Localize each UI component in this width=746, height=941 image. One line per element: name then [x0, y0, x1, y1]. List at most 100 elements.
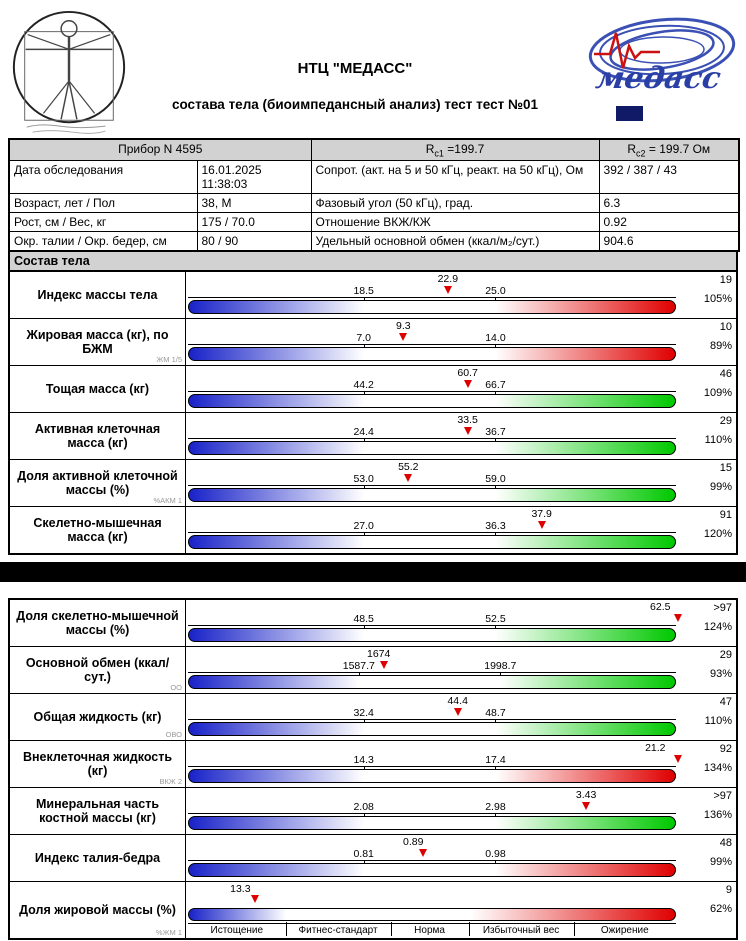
chart-row-label: Доля жировой массы (%) — [19, 903, 176, 918]
chart-row-plot: 33.5 24.4 36.7 — [186, 413, 680, 459]
norm-high-label: 52.5 — [485, 613, 506, 626]
ecg-line-icon — [594, 32, 660, 69]
chart-row-sublabel: ВКЖ 2 — [159, 777, 182, 787]
rc2-cell: Rc2 = 199.7 Ом — [598, 138, 740, 162]
report-header: НТЦ "МЕДАСС" состава тела (биоимпедансны… — [8, 8, 738, 136]
gradient-bar — [188, 722, 676, 737]
chart-row-values: >97 124% — [680, 600, 736, 646]
norm-high-label: 25.0 — [485, 285, 506, 298]
percent-of-norm: 110% — [704, 715, 732, 728]
measurement-info-table: Прибор N 4595 Rc1 =199.7 Rc2 = 199.7 Ом … — [8, 138, 741, 253]
measured-value: 9.3 — [396, 320, 411, 333]
param-value-cell: 904.6 — [598, 231, 740, 252]
chart-row-values: 47 110% — [680, 694, 736, 740]
norm-high-label: 36.3 — [485, 520, 506, 533]
value-marker-icon — [582, 802, 591, 811]
value-marker-icon — [463, 427, 472, 436]
chart-row-values: >97 136% — [680, 788, 736, 834]
percentile-value: 46 — [719, 368, 732, 381]
chart-row-label-cell: Индекс талия-бедра — [10, 835, 186, 882]
category-tick — [390, 922, 392, 937]
norm-high-label: 66.7 — [485, 379, 506, 392]
gradient-bar — [188, 769, 676, 784]
chart-row-plot: 37.9 27.0 36.3 — [186, 507, 680, 553]
chart-row-plot: 9.3 7.0 14.0 — [186, 319, 680, 365]
chart-row-values: 9 62% — [680, 882, 736, 938]
norm-ruler: 1587.7 1998.7 — [188, 660, 676, 679]
info-label-cell: Рост, см / Вес, кг — [8, 212, 198, 233]
norm-low-label: 18.5 — [353, 285, 374, 298]
norm-high-label: 0.98 — [485, 848, 506, 861]
percentile-value: >97 — [713, 602, 732, 615]
value-marker-icon — [379, 661, 388, 670]
category-tick — [285, 922, 287, 937]
measured-value: 3.43 — [575, 789, 597, 802]
category-tick — [573, 922, 575, 937]
chart-row-label-cell: Жировая масса (кг), по БЖМ ЖМ 1/5 — [10, 319, 186, 366]
percent-of-norm: 134% — [703, 762, 732, 775]
info-value-cell: 80 / 90 — [196, 231, 312, 252]
gradient-bar — [188, 347, 676, 362]
table-row: Рост, см / Вес, кг 175 / 70.0 Отношение … — [8, 212, 740, 233]
category-label: Ожирение — [600, 925, 649, 937]
chart-row-label: Доля активной клеточной массы (%) — [17, 468, 178, 498]
gradient-bar — [188, 908, 676, 922]
norm-low-label: 1587.7 — [342, 660, 375, 673]
value-marker-icon — [537, 521, 546, 530]
gradient-bar — [188, 675, 676, 690]
measured-value: 37.9 — [531, 508, 552, 521]
chart-row-label: Общая жидкость (кг) — [33, 710, 162, 725]
chart-row-values: 29 93% — [680, 647, 736, 693]
measured-value: 44.4 — [447, 695, 468, 708]
chart-row-plot: 0.89 0.81 0.98 — [186, 835, 680, 881]
chart-row-sublabel: %АКМ 1 — [153, 496, 182, 506]
chart-row-label: Индекс талия-бедра — [34, 851, 161, 866]
norm-ruler: 32.4 48.7 — [188, 707, 676, 726]
param-value-cell: 392 / 387 / 43 — [598, 160, 740, 195]
chart-row: Доля активной клеточной массы (%) %АКМ 1 5… — [10, 460, 736, 508]
chart-row: Общая жидкость (кг) ОВО 44.4 32.4 48.7 47 110% — [10, 694, 736, 742]
gradient-bar — [188, 300, 676, 315]
chart-row-plot: 22.9 18.5 25.0 — [186, 272, 680, 318]
chart-row-label: Скелетно-мышечная масса (кг) — [33, 515, 162, 545]
chart-row-label: Внеклеточная жидкость (кг) — [22, 749, 173, 779]
percent-of-norm: 99% — [709, 481, 732, 494]
norm-ruler: 7.0 14.0 — [188, 332, 676, 351]
chart-row-plot: 21.2 14.3 17.4 — [186, 741, 682, 787]
norm-high-label: 36.7 — [485, 426, 506, 439]
value-marker-icon — [404, 474, 413, 483]
norm-low-label: 48.5 — [353, 613, 374, 626]
value-marker-icon — [463, 380, 472, 389]
param-value-cell: 6.3 — [598, 193, 740, 214]
measured-value: 13.3 — [230, 883, 251, 896]
chart-row: Внеклеточная жидкость (кг) ВКЖ 2 21.2 14.3 1… — [10, 741, 736, 789]
table-row: Окр. талии / Окр. бедер, см 80 / 90 Удел… — [8, 231, 740, 252]
norm-low-label: 0.81 — [353, 848, 374, 861]
norm-low-label: 27.0 — [353, 520, 374, 533]
percent-of-norm: 109% — [703, 387, 732, 400]
norm-high-label: 14.0 — [485, 332, 506, 345]
measured-value: 1674 — [366, 648, 391, 661]
chart-row-label: Основной обмен (ккал/сут.) — [25, 655, 170, 685]
chart-row: Индекс талия-бедра 0.89 0.81 0.98 48 99% — [10, 835, 736, 883]
chart-row-values: 29 110% — [680, 413, 736, 459]
norm-ruler: 0.81 0.98 — [188, 848, 676, 867]
value-marker-icon — [673, 614, 682, 623]
norm-low-label: 24.4 — [353, 426, 374, 439]
chart-row: Индекс массы тела 22.9 18.5 25.0 19 105% — [10, 272, 736, 320]
chart-row-label-cell: Основной обмен (ккал/сут.) ОО — [10, 647, 186, 694]
percent-of-norm: 99% — [709, 856, 732, 869]
page-section-divider — [0, 562, 746, 583]
gradient-bar — [188, 488, 676, 503]
svg-text:медасс: медасс — [594, 61, 723, 96]
norm-ruler: 44.2 66.7 — [188, 379, 676, 398]
chart-row-label-cell: Скелетно-мышечная масса (кг) — [10, 507, 186, 554]
chart-row-label: Минеральная часть костной массы (кг) — [35, 796, 160, 826]
section-title: Состав тела — [8, 252, 738, 271]
param-label-cell: Отношение ВКЖ/КЖ — [310, 212, 600, 233]
medass-logo: медасс — [588, 17, 736, 121]
measured-value: 55.2 — [398, 461, 419, 474]
chart-row-plot: 13.3 Истощение Фитнес-стандарт Норма Избыточ… — [186, 882, 680, 938]
chart-row-sublabel: ЖМ 1/5 — [156, 355, 182, 365]
chart-row-plot: 62.5 48.5 52.5 — [186, 600, 682, 646]
